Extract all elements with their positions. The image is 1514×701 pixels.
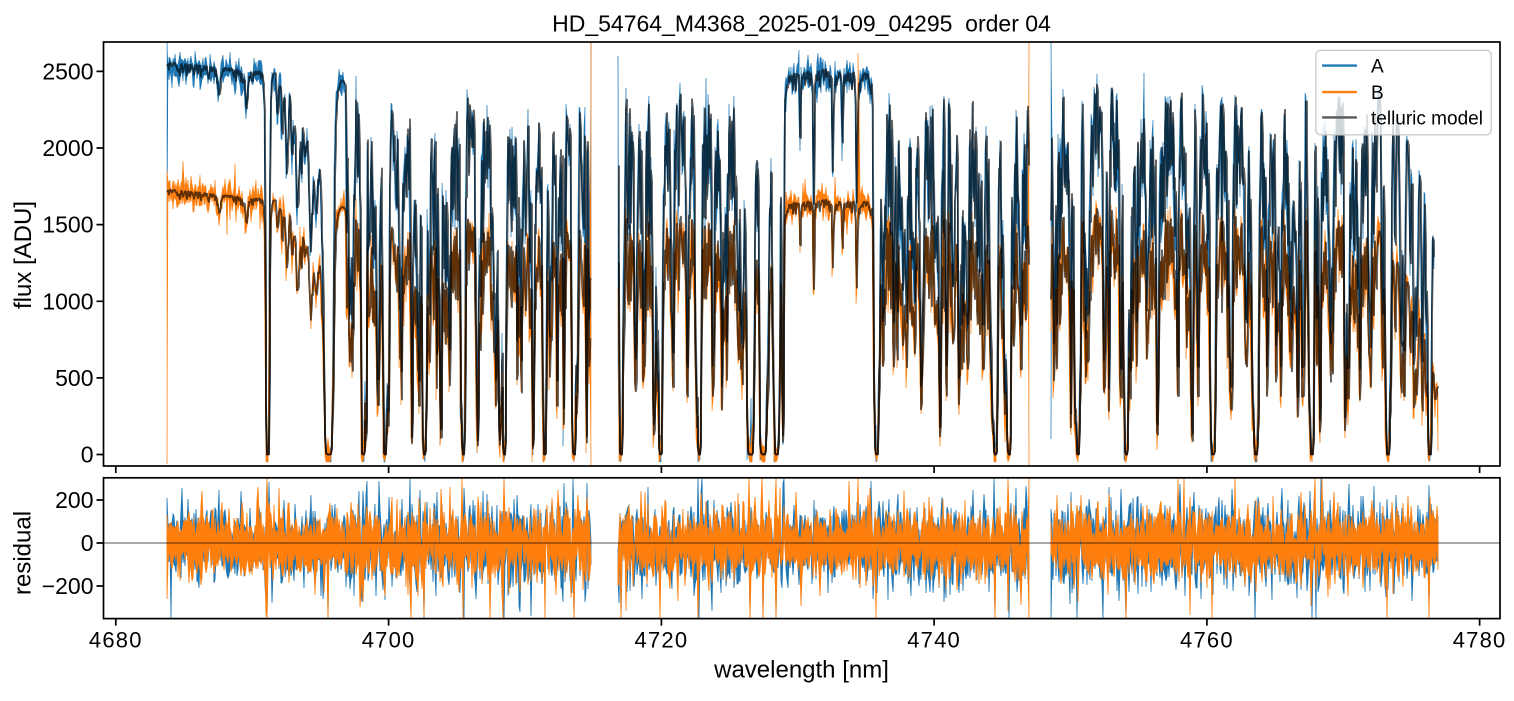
svg-text:4680: 4680 <box>89 628 143 653</box>
svg-text:4720: 4720 <box>635 628 689 653</box>
svg-text:500: 500 <box>55 365 93 391</box>
svg-text:−200: −200 <box>42 573 94 599</box>
svg-text:4760: 4760 <box>1180 628 1234 653</box>
svg-text:residual: residual <box>10 511 37 595</box>
svg-text:4740: 4740 <box>907 628 961 653</box>
svg-text:0: 0 <box>81 442 94 468</box>
svg-text:flux [ADU]: flux [ADU] <box>10 201 37 309</box>
svg-text:1000: 1000 <box>42 288 93 314</box>
svg-text:200: 200 <box>55 487 93 513</box>
svg-text:HD_54764_M4368_2025-01-09_0429: HD_54764_M4368_2025-01-09_04295 order 04 <box>552 10 1051 36</box>
svg-text:A: A <box>1371 56 1384 77</box>
svg-text:2500: 2500 <box>42 58 93 84</box>
svg-text:telluric model: telluric model <box>1371 108 1483 129</box>
svg-text:1500: 1500 <box>42 212 93 238</box>
svg-text:0: 0 <box>81 530 94 556</box>
svg-text:2000: 2000 <box>42 135 93 161</box>
svg-text:4780: 4780 <box>1453 628 1507 653</box>
svg-text:B: B <box>1371 83 1384 104</box>
svg-text:wavelength [nm]: wavelength [nm] <box>713 657 889 684</box>
svg-text:4700: 4700 <box>362 628 416 653</box>
